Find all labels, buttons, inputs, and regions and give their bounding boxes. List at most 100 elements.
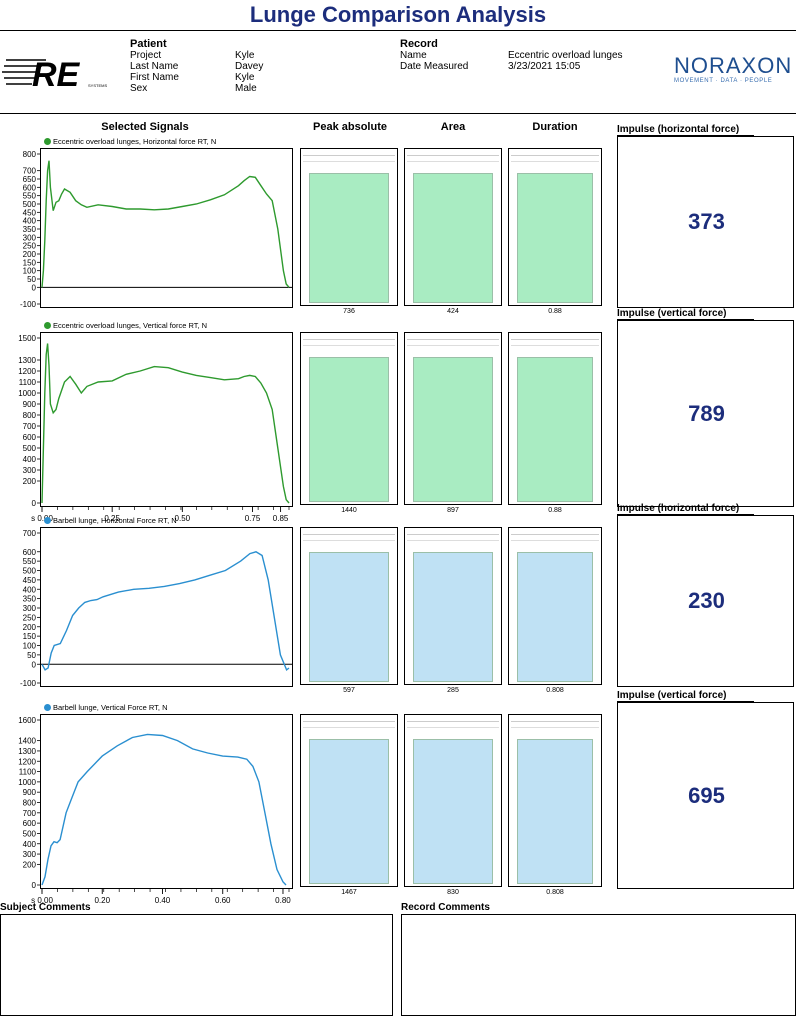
- y-tick-label: 1100: [19, 768, 37, 777]
- reference-line: [303, 534, 395, 535]
- y-tick-label: 0: [32, 499, 37, 508]
- patient-field-label: First Name: [130, 72, 179, 83]
- impulse-box: 373: [617, 136, 794, 308]
- y-tick-label: 800: [23, 411, 37, 420]
- patient-field-value: Davey: [235, 61, 264, 72]
- signal-plot-frame: [40, 332, 293, 507]
- y-tick-label: 1000: [18, 778, 36, 787]
- y-tick-label: 600: [23, 819, 37, 828]
- record-field-value: Eccentric overload lunges: [508, 50, 623, 61]
- header-divider: [0, 113, 796, 114]
- y-tick-label: 100: [23, 267, 37, 276]
- area-bar-box: [404, 148, 502, 306]
- y-tick-label: 200: [23, 477, 37, 486]
- noraxon-logo: NORAXON MOVEMENT · DATA · PEOPLE: [674, 54, 796, 88]
- area-value: 285: [447, 687, 459, 694]
- legend-dot: [44, 517, 51, 524]
- reference-line: [303, 721, 395, 722]
- reference-line: [407, 155, 499, 156]
- area-value: 897: [447, 507, 459, 514]
- y-tick-label: 400: [23, 455, 37, 464]
- title-divider: [0, 30, 796, 31]
- y-tick-label: 900: [23, 788, 37, 797]
- x-tick-label: 0.50: [175, 514, 191, 523]
- impulse-label: Impulse (horizontal force): [617, 124, 740, 135]
- y-tick-label: 300: [23, 233, 37, 242]
- y-tick-label: 1300: [18, 747, 36, 756]
- y-tick-label: 1400: [18, 737, 36, 746]
- reference-line: [407, 161, 499, 162]
- reference-line: [407, 540, 499, 541]
- reference-line: [407, 339, 499, 340]
- legend-dot: [44, 138, 51, 145]
- y-tick-label: 350: [23, 225, 37, 234]
- peak-absolute-bar: [309, 173, 389, 303]
- impulse-label-underline: [617, 701, 754, 702]
- reference-line: [303, 727, 395, 728]
- peak-absolute-bar-box: [300, 148, 398, 306]
- signal-title: Barbell lunge, Vertical Force RT, N: [44, 703, 168, 712]
- legend-dot: [44, 704, 51, 711]
- duration-value: 0.808: [546, 687, 564, 694]
- y-tick-label: 100: [23, 642, 37, 651]
- re-logo-sub: SYSTEMS: [88, 83, 107, 88]
- reference-line: [303, 540, 395, 541]
- y-tick-label: 200: [23, 250, 37, 259]
- impulse-label: Impulse (horizontal force): [617, 503, 740, 514]
- impulse-box: 695: [617, 702, 794, 889]
- reference-line: [303, 161, 395, 162]
- area-bar-box: [404, 714, 502, 887]
- y-tick-label: 0: [32, 660, 37, 669]
- signal-chart: 1500 1300 1200 1100 1000 900 800 700 600 500 400 30…: [18, 334, 290, 523]
- peak-absolute-heading: Peak absolute: [313, 121, 387, 133]
- patient-field-label: Sex: [130, 83, 148, 94]
- subject-comments-box[interactable]: [0, 914, 393, 1016]
- signal-title: Eccentric overload lunges, Vertical forc…: [44, 321, 207, 330]
- signal-title: Barbell lunge, Horizontal Force RT, N: [44, 516, 177, 525]
- y-tick-label: 1100: [19, 378, 37, 387]
- x-tick-label: 0.40: [155, 896, 171, 905]
- noraxon-logo-text: NORAXON: [674, 53, 793, 78]
- duration-value: 0.88: [548, 507, 562, 514]
- record-comments-box[interactable]: [401, 914, 796, 1016]
- peak-absolute-bar-box: [300, 714, 398, 887]
- impulse-label-underline: [617, 514, 754, 515]
- reference-line: [407, 721, 499, 722]
- y-tick-label: 900: [23, 400, 37, 409]
- y-tick-label: 1200: [18, 367, 36, 376]
- impulse-label-underline: [617, 135, 754, 136]
- y-tick-label: 400: [23, 585, 37, 594]
- duration-bar-box: [508, 332, 602, 505]
- y-tick-label: 450: [23, 208, 37, 217]
- y-tick-label: 1000: [18, 389, 36, 398]
- signal-chart: 700600550500450400350300250200150100500-…: [20, 529, 293, 688]
- x-tick-label: 0.80: [275, 896, 291, 905]
- x-tick-label: 0.60: [215, 896, 231, 905]
- peak-absolute-value: 1440: [341, 507, 357, 514]
- re-logo-text: RE: [32, 56, 81, 94]
- impulse-value: 373: [688, 209, 725, 234]
- y-tick-label: 0: [32, 283, 37, 292]
- signal-title-text: Barbell lunge, Vertical Force RT, N: [53, 703, 168, 712]
- y-tick-label: 200: [23, 860, 37, 869]
- area-bar: [413, 552, 493, 682]
- x-tick-label: s 0.00: [31, 896, 53, 905]
- y-tick-label: 550: [23, 192, 37, 201]
- x-tick-label: s 0.00: [31, 514, 53, 523]
- y-tick-label: 600: [23, 183, 37, 192]
- y-tick-label: 250: [23, 242, 37, 251]
- duration-bar-box: [508, 527, 602, 685]
- duration-value: 0.808: [546, 889, 564, 896]
- impulse-value: 230: [688, 588, 725, 613]
- legend-dot: [44, 322, 51, 329]
- peak-absolute-value: 1467: [341, 889, 357, 896]
- signal-line: [41, 733, 287, 886]
- signal-line: [41, 343, 290, 504]
- impulse-label-underline: [617, 319, 754, 320]
- impulse-label: Impulse (vertical force): [617, 308, 727, 319]
- area-bar-box: [404, 527, 502, 685]
- area-value: 830: [447, 889, 459, 896]
- signal-plot-frame: [40, 527, 293, 687]
- y-tick-label: 300: [23, 466, 37, 475]
- y-tick-label: 1300: [18, 356, 36, 365]
